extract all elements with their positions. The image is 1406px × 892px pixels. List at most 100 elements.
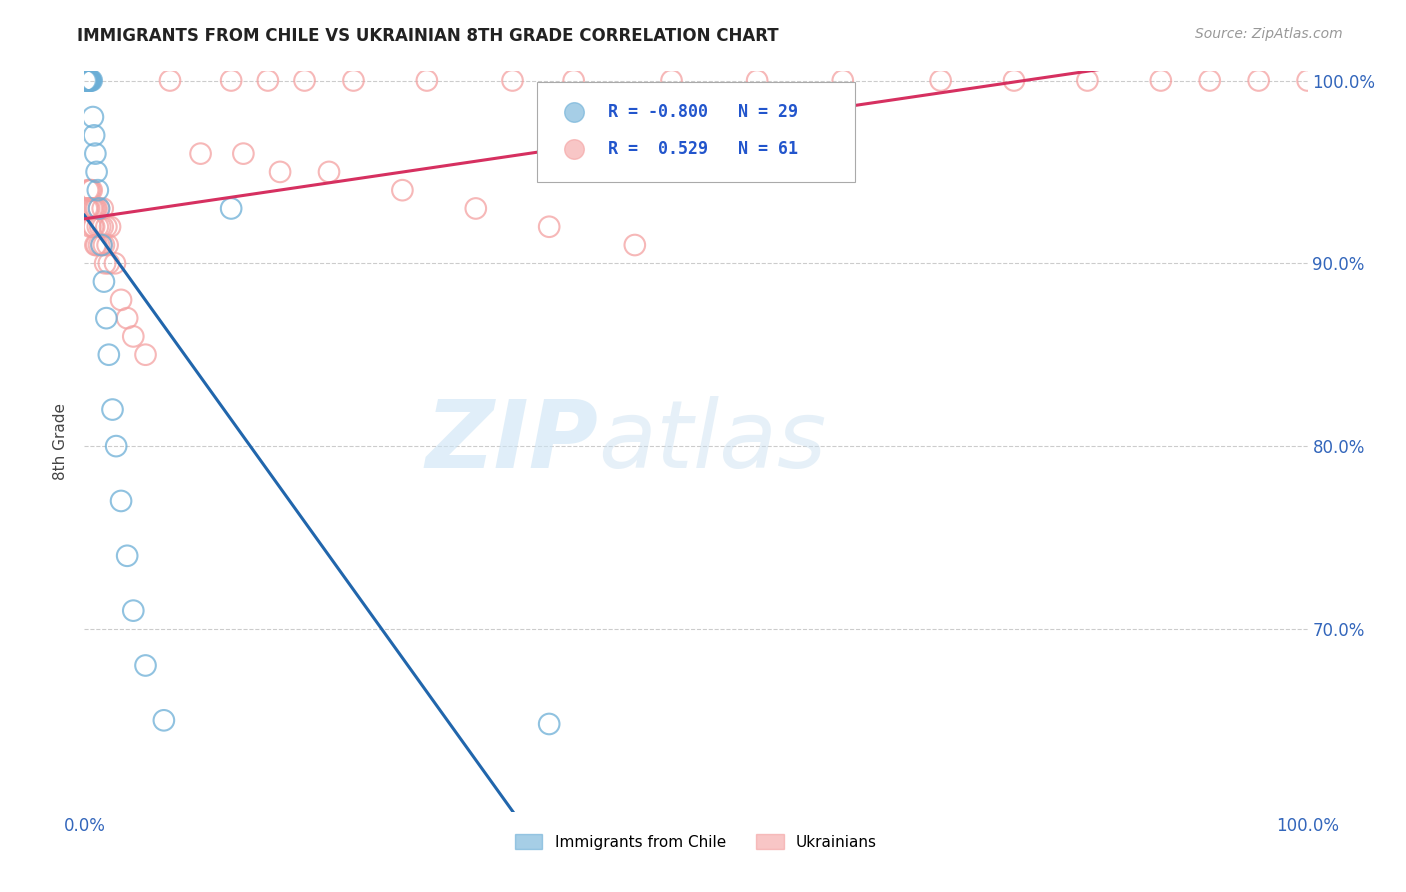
Point [83,128,105,143]
Point [101,402,124,417]
Text: R = -0.800   N = 29: R = -0.800 N = 29 [607,103,797,121]
Point [77,183,100,197]
Point [82,110,104,124]
Point [1198,73,1220,87]
Point [79,183,101,197]
Text: IMMIGRANTS FROM CHILE VS UKRAINIAN 8TH GRADE CORRELATION CHART: IMMIGRANTS FROM CHILE VS UKRAINIAN 8TH G… [77,27,779,45]
Point [464,202,486,216]
Point [219,73,242,87]
Point [79,73,101,87]
Point [82,202,104,216]
Point [86,238,108,252]
Point [747,73,769,87]
Point [190,146,212,161]
Point [929,73,952,87]
Point [80,73,103,87]
Point [84,202,107,216]
Point [122,329,145,343]
Point [1296,73,1319,87]
Point [538,219,561,234]
Point [87,219,110,234]
Point [562,174,585,188]
Point [294,73,316,87]
Point [77,202,100,216]
Point [93,238,115,252]
Point [76,73,98,87]
Point [79,73,101,87]
Point [562,265,585,279]
Point [538,717,561,731]
Point [90,238,112,252]
Point [661,73,683,87]
Point [110,494,132,508]
Point [135,658,157,673]
Point [115,311,138,326]
Point [159,73,181,87]
Point [87,202,110,216]
Point [97,348,120,362]
Point [391,183,413,197]
Point [91,219,114,234]
Y-axis label: 8th Grade: 8th Grade [53,403,69,480]
Point [87,202,110,216]
Point [77,73,100,87]
Point [135,348,157,362]
Point [77,202,100,216]
Point [82,219,104,234]
Point [257,73,280,87]
Point [115,549,138,563]
Point [87,238,110,252]
Text: ZIP: ZIP [425,395,598,488]
Point [624,238,647,252]
Point [831,73,853,87]
Point [1150,73,1173,87]
Point [318,165,340,179]
Point [89,219,111,234]
Point [416,73,439,87]
Text: atlas: atlas [598,396,827,487]
Text: Source: ZipAtlas.com: Source: ZipAtlas.com [1195,27,1343,41]
Point [90,238,112,252]
Point [104,256,127,270]
Point [76,202,98,216]
Point [98,219,121,234]
Point [1002,73,1025,87]
Point [97,238,120,252]
Point [96,311,118,326]
Point [97,256,120,270]
Point [153,714,176,728]
Point [122,604,145,618]
Point [1247,73,1270,87]
Point [80,183,103,197]
Point [93,275,115,289]
Point [1076,73,1098,87]
Point [96,219,118,234]
Point [76,73,98,87]
Point [502,73,524,87]
Point [77,73,100,87]
Point [84,238,107,252]
Point [83,219,105,234]
Point [110,293,132,307]
Point [77,73,100,87]
Point [79,219,101,234]
Point [91,202,114,216]
Point [84,146,107,161]
Text: R =  0.529   N = 61: R = 0.529 N = 61 [607,140,797,158]
Point [94,256,117,270]
Point [87,183,110,197]
Point [75,73,97,87]
Point [269,165,291,179]
Point [77,73,100,87]
Point [232,146,254,161]
FancyBboxPatch shape [537,82,855,183]
Point [342,73,364,87]
Legend: Immigrants from Chile, Ukrainians: Immigrants from Chile, Ukrainians [509,828,883,856]
Point [219,202,242,216]
Point [86,202,108,216]
Point [77,183,100,197]
Point [86,165,108,179]
Point [83,202,105,216]
Point [562,73,585,87]
Point [80,202,103,216]
